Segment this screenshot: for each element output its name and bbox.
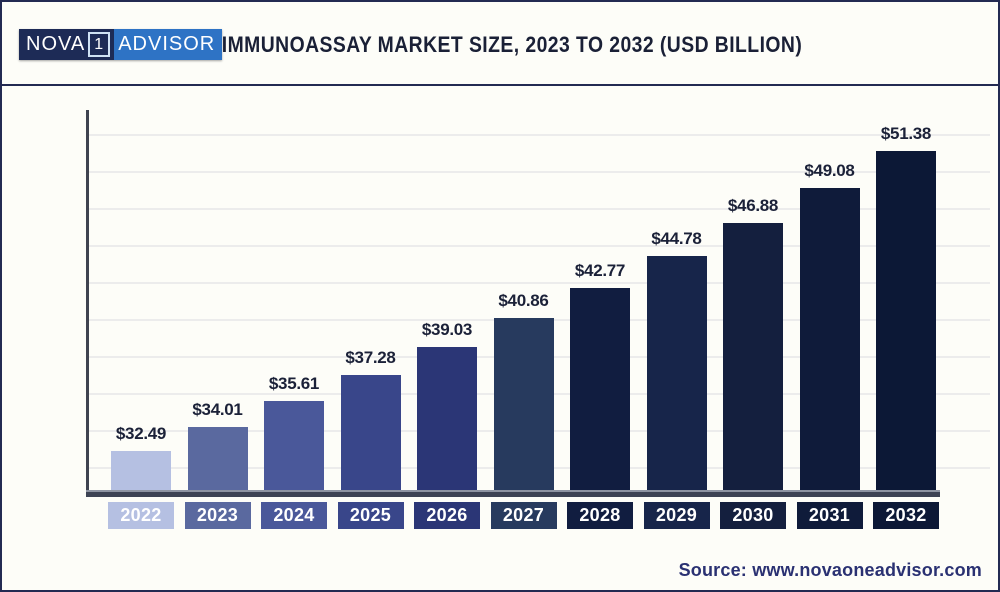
value-label-2031: $49.08 — [804, 161, 855, 180]
logo-segment-blue: ADVISOR — [114, 29, 223, 60]
chart-title: IMMUNOASSAY MARKET SIZE, 2023 TO 2032 (U… — [221, 32, 803, 57]
bar-2029 — [646, 256, 707, 490]
year-chip-2029: 2029 — [643, 502, 710, 529]
year-chip-2025: 2025 — [337, 502, 404, 529]
year-chip-2028: 2028 — [567, 502, 633, 529]
value-label-2028: $42.77 — [574, 261, 626, 280]
year-chip-2031: 2031 — [796, 502, 863, 529]
value-label-2027: $40.86 — [498, 291, 549, 310]
value-label-2026: $39.03 — [421, 320, 473, 339]
logo-one-box: 1 — [88, 32, 111, 57]
bar-2024 — [264, 401, 324, 490]
year-chip-2026: 2026 — [414, 502, 480, 529]
year-chip-2027: 2027 — [490, 502, 557, 529]
value-label-2032: $51.38 — [880, 124, 932, 143]
y-axis-line — [86, 110, 89, 491]
logo-segment-dark: NOVA 1 — [19, 29, 115, 60]
source-attribution: Source: www.novaoneadvisor.com — [678, 560, 982, 580]
year-chip-2030: 2030 — [720, 502, 786, 529]
bar-2031 — [799, 188, 860, 490]
value-label-2022: $32.49 — [115, 424, 167, 443]
bar-2025 — [340, 375, 401, 490]
bar-2023 — [187, 427, 248, 490]
value-label-2025: $37.28 — [345, 348, 396, 367]
logo-text-nova: NOVA — [26, 33, 86, 55]
bar-2022 — [111, 451, 171, 490]
value-label-2029: $44.78 — [651, 229, 702, 248]
x-axis-line — [86, 490, 940, 497]
bar-2032 — [876, 151, 936, 490]
logo-text-advisor: ADVISOR — [118, 33, 216, 55]
bar-2028 — [570, 288, 630, 490]
year-chip-2022: 2022 — [108, 502, 174, 529]
nova-one-advisor-logo: NOVA 1 ADVISOR — [19, 29, 223, 60]
value-label-2023: $34.01 — [192, 400, 243, 419]
bar-2030 — [723, 223, 783, 490]
year-chip-2023: 2023 — [184, 502, 251, 529]
year-chip-2032: 2032 — [873, 502, 939, 529]
value-label-2024: $35.61 — [268, 374, 320, 393]
value-label-2030: $46.88 — [727, 196, 779, 215]
year-chip-2024: 2024 — [261, 502, 327, 529]
chart-area: $32.49 2022 $34.01 2023 $35.61 2024 $37.28 2025… — [2, 86, 998, 590]
header: NOVA 1 ADVISOR IMMUNOASSAY MARKET SIZE, … — [2, 2, 998, 86]
bar-2027 — [493, 318, 554, 490]
bar-2026 — [417, 347, 477, 490]
